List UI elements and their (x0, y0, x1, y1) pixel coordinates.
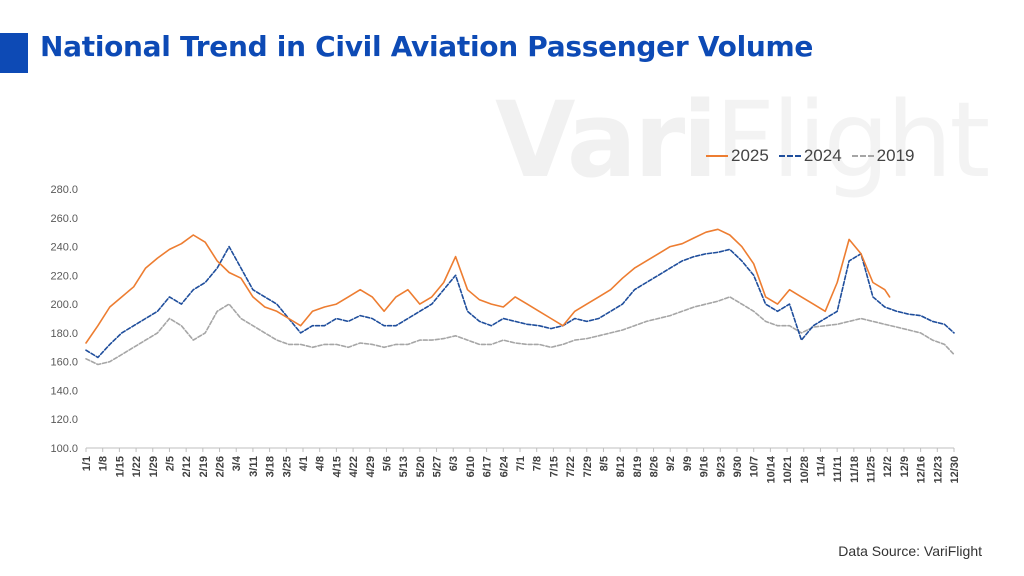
x-tick-label: 9/2 (665, 456, 677, 471)
x-tick-label: 1/15 (114, 456, 126, 477)
legend-item-2024: 2024 (778, 146, 842, 166)
legend-label-2025: 2025 (731, 146, 769, 165)
x-tick-label: 8/26 (649, 456, 661, 477)
x-tick-label: 10/7 (749, 456, 761, 477)
x-tick-label: 5/13 (398, 456, 410, 477)
x-tick-label: 1/29 (148, 456, 160, 477)
y-tick-label: 200.0 (50, 299, 78, 311)
x-tick-label: 3/4 (231, 455, 243, 471)
title-accent-bar (0, 33, 28, 73)
y-tick-label: 260.0 (50, 213, 78, 225)
x-tick-label: 12/9 (899, 456, 911, 477)
y-tick-label: 160.0 (50, 357, 78, 369)
data-source-note: Data Source: VariFlight (838, 543, 982, 559)
x-tick-label: 7/15 (548, 456, 560, 477)
y-tick-label: 220.0 (50, 270, 78, 282)
chart-legend: 2025 2024 2019 (706, 146, 914, 166)
y-tick-label: 120.0 (50, 414, 78, 426)
x-tick-label: 8/12 (615, 456, 627, 477)
x-tick-label: 7/8 (532, 456, 544, 471)
x-tick-label: 9/9 (682, 456, 694, 471)
x-tick-label: 11/11 (832, 456, 844, 482)
y-tick-label: 180.0 (50, 328, 78, 340)
y-tick-label: 240.0 (50, 242, 78, 254)
x-tick-label: 11/18 (849, 456, 861, 483)
x-tick-label: 12/23 (932, 456, 944, 484)
legend-item-2019: 2019 (851, 146, 915, 166)
x-tick-label: 7/29 (582, 456, 594, 477)
y-tick-label: 140.0 (50, 385, 78, 397)
legend-label-2019: 2019 (876, 146, 915, 165)
x-tick-label: 1/22 (131, 456, 143, 477)
x-tick-label: 2/19 (198, 456, 210, 477)
legend-swatch-2024 (778, 155, 801, 157)
page-title: National Trend in Civil Aviation Passeng… (40, 30, 814, 63)
x-tick-label: 5/6 (381, 456, 393, 471)
x-tick-label: 4/8 (315, 456, 327, 471)
series-line-2019 (85, 296, 955, 366)
x-tick-label: 12/16 (916, 456, 928, 484)
x-tick-label: 3/11 (248, 456, 260, 477)
x-tick-label: 8/5 (598, 456, 610, 471)
x-tick-label: 1/8 (98, 456, 110, 471)
x-tick-label: 10/21 (782, 456, 794, 484)
x-tick-label: 12/2 (882, 456, 894, 477)
x-tick-label: 2/5 (164, 456, 176, 471)
x-tick-label: 5/27 (432, 456, 444, 477)
x-tick-label: 12/30 (949, 456, 961, 484)
x-tick-label: 4/29 (365, 456, 377, 477)
x-tick-label: 11/25 (866, 456, 878, 483)
x-tick-label: 5/20 (415, 456, 427, 477)
x-tick-label: 9/16 (699, 456, 711, 477)
x-tick-label: 4/1 (298, 456, 310, 471)
x-tick-label: 9/23 (715, 456, 727, 477)
x-tick-label: 6/17 (482, 456, 494, 477)
x-tick-label: 9/30 (732, 456, 744, 477)
y-tick-label: 280.0 (50, 184, 78, 196)
x-tick-label: 4/22 (348, 456, 360, 477)
x-tick-label: 3/25 (281, 456, 293, 477)
x-tick-label: 2/12 (181, 456, 193, 477)
x-tick-label: 11/4 (815, 455, 827, 477)
x-tick-label: 7/22 (565, 456, 577, 477)
x-tick-label: 10/14 (765, 455, 777, 483)
y-tick-label: 100.0 (50, 443, 78, 455)
series-line-2025 (85, 228, 891, 344)
variflight-watermark-logo: VariFlight (495, 79, 990, 201)
x-tick-label: 1/1 (81, 456, 93, 471)
x-tick-label: 3/18 (265, 456, 277, 477)
x-tick-label: 6/3 (448, 456, 460, 471)
x-tick-label: 8/19 (632, 456, 644, 477)
legend-swatch-2025 (706, 155, 728, 157)
x-tick-label: 7/1 (515, 456, 527, 471)
x-tick-label: 6/24 (498, 455, 510, 477)
x-tick-label: 6/10 (465, 456, 477, 477)
legend-swatch-2019 (851, 155, 874, 157)
x-tick-label: 10/28 (799, 456, 811, 484)
legend-label-2024: 2024 (803, 146, 842, 165)
legend-item-2025: 2025 (706, 146, 769, 166)
series-line-2024 (85, 245, 955, 359)
x-tick-label: 2/26 (215, 456, 227, 477)
x-tick-label: 4/15 (331, 456, 343, 477)
